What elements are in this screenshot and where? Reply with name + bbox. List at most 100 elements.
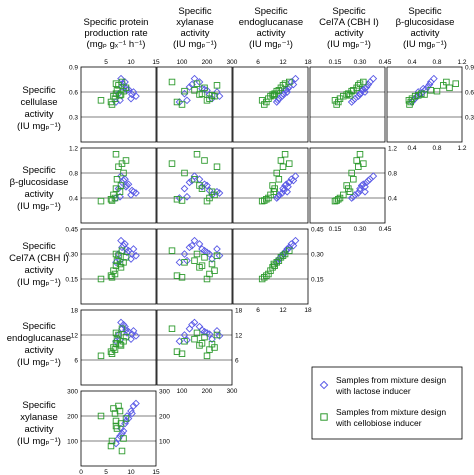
lactose-point xyxy=(279,186,288,195)
cellobiose-point xyxy=(97,352,105,360)
column-header-line: (mgₚ gₓ⁻¹ h⁻¹) xyxy=(87,39,146,50)
lactose-point xyxy=(349,192,358,201)
x-tick-label: 200 xyxy=(202,59,213,66)
cellobiose-point xyxy=(353,157,360,164)
lactose-point xyxy=(364,176,373,185)
cellobiose-point xyxy=(263,272,270,279)
cellobiose-point xyxy=(201,84,208,92)
x-tick-label: 12 xyxy=(279,307,287,314)
y-tick-label: 0.3 xyxy=(465,115,474,122)
column-header-line: activity xyxy=(410,28,439,39)
cellobiose-point xyxy=(122,84,130,92)
lactose-point xyxy=(195,240,204,248)
lactose-point xyxy=(289,241,298,250)
column-header-line: Specific xyxy=(254,6,288,17)
legend-box xyxy=(311,366,463,440)
panel-frame xyxy=(156,66,233,143)
cellobiose-point xyxy=(346,92,354,99)
panel-xylanase-vs-protein: 0 5 10 15 100 200 300 100 200 300 xyxy=(67,389,170,475)
cellobiose-point xyxy=(181,169,188,177)
cellobiose-point xyxy=(178,274,186,281)
cellobiose-point xyxy=(336,95,344,102)
panel-cellulase-vs-endoglucanase: 6 12 18 xyxy=(232,59,312,143)
diamond-marker-icon xyxy=(319,380,329,390)
cellobiose-point xyxy=(277,157,285,164)
cellobiose-point xyxy=(267,267,274,274)
cellobiose-point xyxy=(265,95,272,102)
panel-frame xyxy=(80,309,157,386)
row-label-line: cellulase xyxy=(21,97,58,108)
lactose-point xyxy=(128,90,136,99)
cellobiose-point xyxy=(191,257,198,264)
cellobiose-point xyxy=(273,169,281,177)
panel-cel7a-vs-xylanase xyxy=(156,228,233,305)
column-header-line: activity xyxy=(334,28,363,39)
lactose-point xyxy=(213,326,221,335)
cellobiose-point xyxy=(286,160,293,167)
cellobiose-point xyxy=(213,163,221,170)
lactose-point xyxy=(180,250,189,258)
lactose-point xyxy=(354,92,363,101)
cellobiose-point xyxy=(107,348,115,355)
x-tick-label: 5 xyxy=(104,469,108,475)
cellobiose-point xyxy=(118,78,126,86)
cellobiose-point xyxy=(107,195,115,203)
cellobiose-point xyxy=(120,169,127,177)
lactose-point xyxy=(369,74,378,83)
cellobiose-point xyxy=(193,250,201,258)
cellobiose-point xyxy=(116,92,124,99)
cellobiose-point xyxy=(118,447,126,455)
column-header-line: Cel7A (CBH I) xyxy=(319,17,379,28)
cellobiose-point xyxy=(261,274,268,281)
cellobiose-point xyxy=(270,188,278,195)
cellobiose-point xyxy=(112,250,120,258)
cellobiose-point xyxy=(112,329,120,337)
x-tick-label: 10 xyxy=(127,59,135,66)
cellobiose-point xyxy=(258,97,266,104)
x-tick-label: 0.30 xyxy=(354,226,367,233)
lactose-point xyxy=(349,96,358,105)
y-tick-label: 0.15 xyxy=(311,277,324,284)
cellobiose-point xyxy=(178,197,186,204)
y-tick-label: 300 xyxy=(67,389,78,396)
panel-cellulase-vs-bglucosidase: 0.4 0.8 1.2 0.4 0.8 1.2 0.3 0.6 0.9 xyxy=(386,59,474,152)
cellobiose-point xyxy=(108,350,116,358)
x-tick-label: 0.45 xyxy=(379,226,392,233)
cellobiose-point xyxy=(286,247,293,254)
x-tick-label: 15 xyxy=(152,469,160,475)
lactose-point xyxy=(127,407,135,415)
cellobiose-point xyxy=(196,91,203,98)
cellobiose-point xyxy=(118,247,126,254)
cellobiose-point xyxy=(168,78,176,86)
x-tick-label: 0.15 xyxy=(329,59,342,66)
y-tick-label: 0.4 xyxy=(388,196,397,203)
lactose-point xyxy=(282,180,291,189)
cellobiose-point xyxy=(191,335,198,343)
cellobiose-point xyxy=(112,90,120,97)
panel-endoglucanase-vs-xylanase: 100 200 300 6 12 18 xyxy=(156,308,243,395)
lactose-point xyxy=(185,324,194,333)
cellobiose-point xyxy=(348,87,355,95)
cellobiose-point xyxy=(213,331,221,339)
column-header-line: endoglucanase xyxy=(239,17,303,28)
cellobiose-point xyxy=(346,188,354,195)
cellobiose-point xyxy=(271,262,278,269)
lactose-point xyxy=(116,336,124,344)
lactose-point xyxy=(117,74,125,83)
cellobiose-point xyxy=(208,92,216,99)
row-label-line: activity xyxy=(24,265,53,276)
x-tick-label: 0.8 xyxy=(432,59,441,66)
cellobiose-point xyxy=(203,352,211,360)
cellobiose-point xyxy=(261,101,268,108)
cellobiose-point xyxy=(196,182,203,189)
x-tick-label: 18 xyxy=(304,307,312,314)
x-tick-label: 100 xyxy=(177,388,188,395)
cellobiose-point xyxy=(343,182,350,189)
cellobiose-point xyxy=(279,252,287,259)
column-header-2: Specific endoglucanase activity (IU mgₚ⁻¹) xyxy=(239,6,303,50)
cellobiose-point xyxy=(116,340,124,348)
panel-bglucosidase-vs-cel7a: 0.15 0.30 0.45 0.4 0.8 1.2 xyxy=(309,146,397,233)
cellobiose-point xyxy=(193,329,201,337)
cellobiose-point xyxy=(421,91,428,98)
cellobiose-point xyxy=(281,80,289,87)
